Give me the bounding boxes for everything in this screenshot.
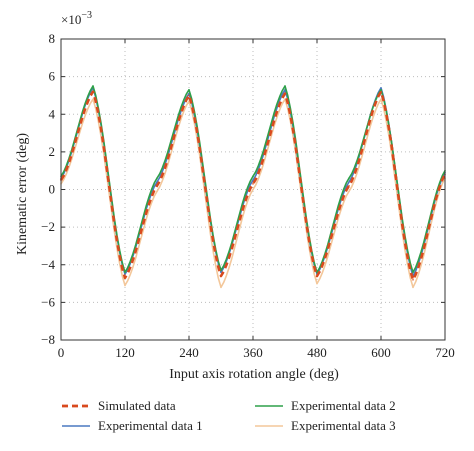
data-point <box>412 271 414 274</box>
y-tick-label: 6 <box>49 69 56 84</box>
data-point <box>220 286 222 289</box>
data-point <box>412 286 414 289</box>
data-point <box>380 87 382 89</box>
x-tick-label: 360 <box>243 345 263 360</box>
data-point <box>188 88 190 91</box>
data-point <box>156 190 158 193</box>
data-point <box>348 177 350 180</box>
series-lines <box>59 85 447 289</box>
y-tick-label: −6 <box>41 294 55 309</box>
x-tick-label: 480 <box>307 345 327 360</box>
data-point <box>220 271 222 274</box>
y-tick-label: −2 <box>41 219 55 234</box>
y-tick-label: 4 <box>49 106 56 121</box>
data-point <box>156 184 158 187</box>
data-point <box>188 94 190 97</box>
y-scale-label: ×10−3 <box>61 10 92 27</box>
data-point <box>412 279 414 281</box>
data-point <box>316 282 318 285</box>
data-point <box>284 92 286 95</box>
data-point <box>252 188 254 191</box>
data-point <box>380 88 382 91</box>
x-tick-label: 240 <box>179 345 199 360</box>
data-point <box>220 269 222 272</box>
data-point <box>316 275 318 277</box>
data-point <box>380 98 382 100</box>
data-point <box>252 175 254 178</box>
data-point <box>380 90 382 93</box>
legend-label: Experimental data 2 <box>291 398 396 413</box>
x-tick-label: 720 <box>435 345 455 360</box>
legend-label: Simulated data <box>98 398 176 413</box>
data-point <box>252 183 254 185</box>
data-point <box>252 179 254 181</box>
y-tick-label: 0 <box>49 182 56 197</box>
data-point <box>92 98 94 100</box>
legend: Simulated data Experimental data 1 Experim… <box>62 398 396 433</box>
data-point <box>92 90 94 93</box>
y-tick-label: −4 <box>41 257 55 272</box>
axis-ticks: 0 120 240 360 480 600 720 −8 −6 −4 −2 0 2 4 6 8 <box>41 31 455 360</box>
data-point <box>156 181 158 183</box>
x-tick-label: 120 <box>115 345 135 360</box>
x-tick-label: 600 <box>371 345 391 360</box>
legend-label: Experimental data 1 <box>98 418 203 433</box>
data-point <box>92 85 94 87</box>
data-point <box>156 177 158 180</box>
data-point <box>124 271 126 274</box>
data-point <box>124 284 126 287</box>
data-point <box>348 181 350 183</box>
x-tick-label: 0 <box>58 345 65 360</box>
y-axis-title: Kinematic error (deg) <box>15 133 30 255</box>
x-axis-title: Input axis rotation angle (deg) <box>169 367 339 382</box>
y-tick-label: −8 <box>41 332 55 347</box>
data-point <box>284 85 286 87</box>
legend-label: Experimental data 3 <box>291 418 396 433</box>
data-point <box>348 184 350 187</box>
grid <box>61 39 445 340</box>
data-point <box>124 277 126 279</box>
data-point <box>348 190 350 193</box>
y-tick-label: 2 <box>49 144 56 159</box>
data-point <box>220 275 222 277</box>
data-point <box>316 271 318 274</box>
y-tick-label: 8 <box>49 31 56 46</box>
